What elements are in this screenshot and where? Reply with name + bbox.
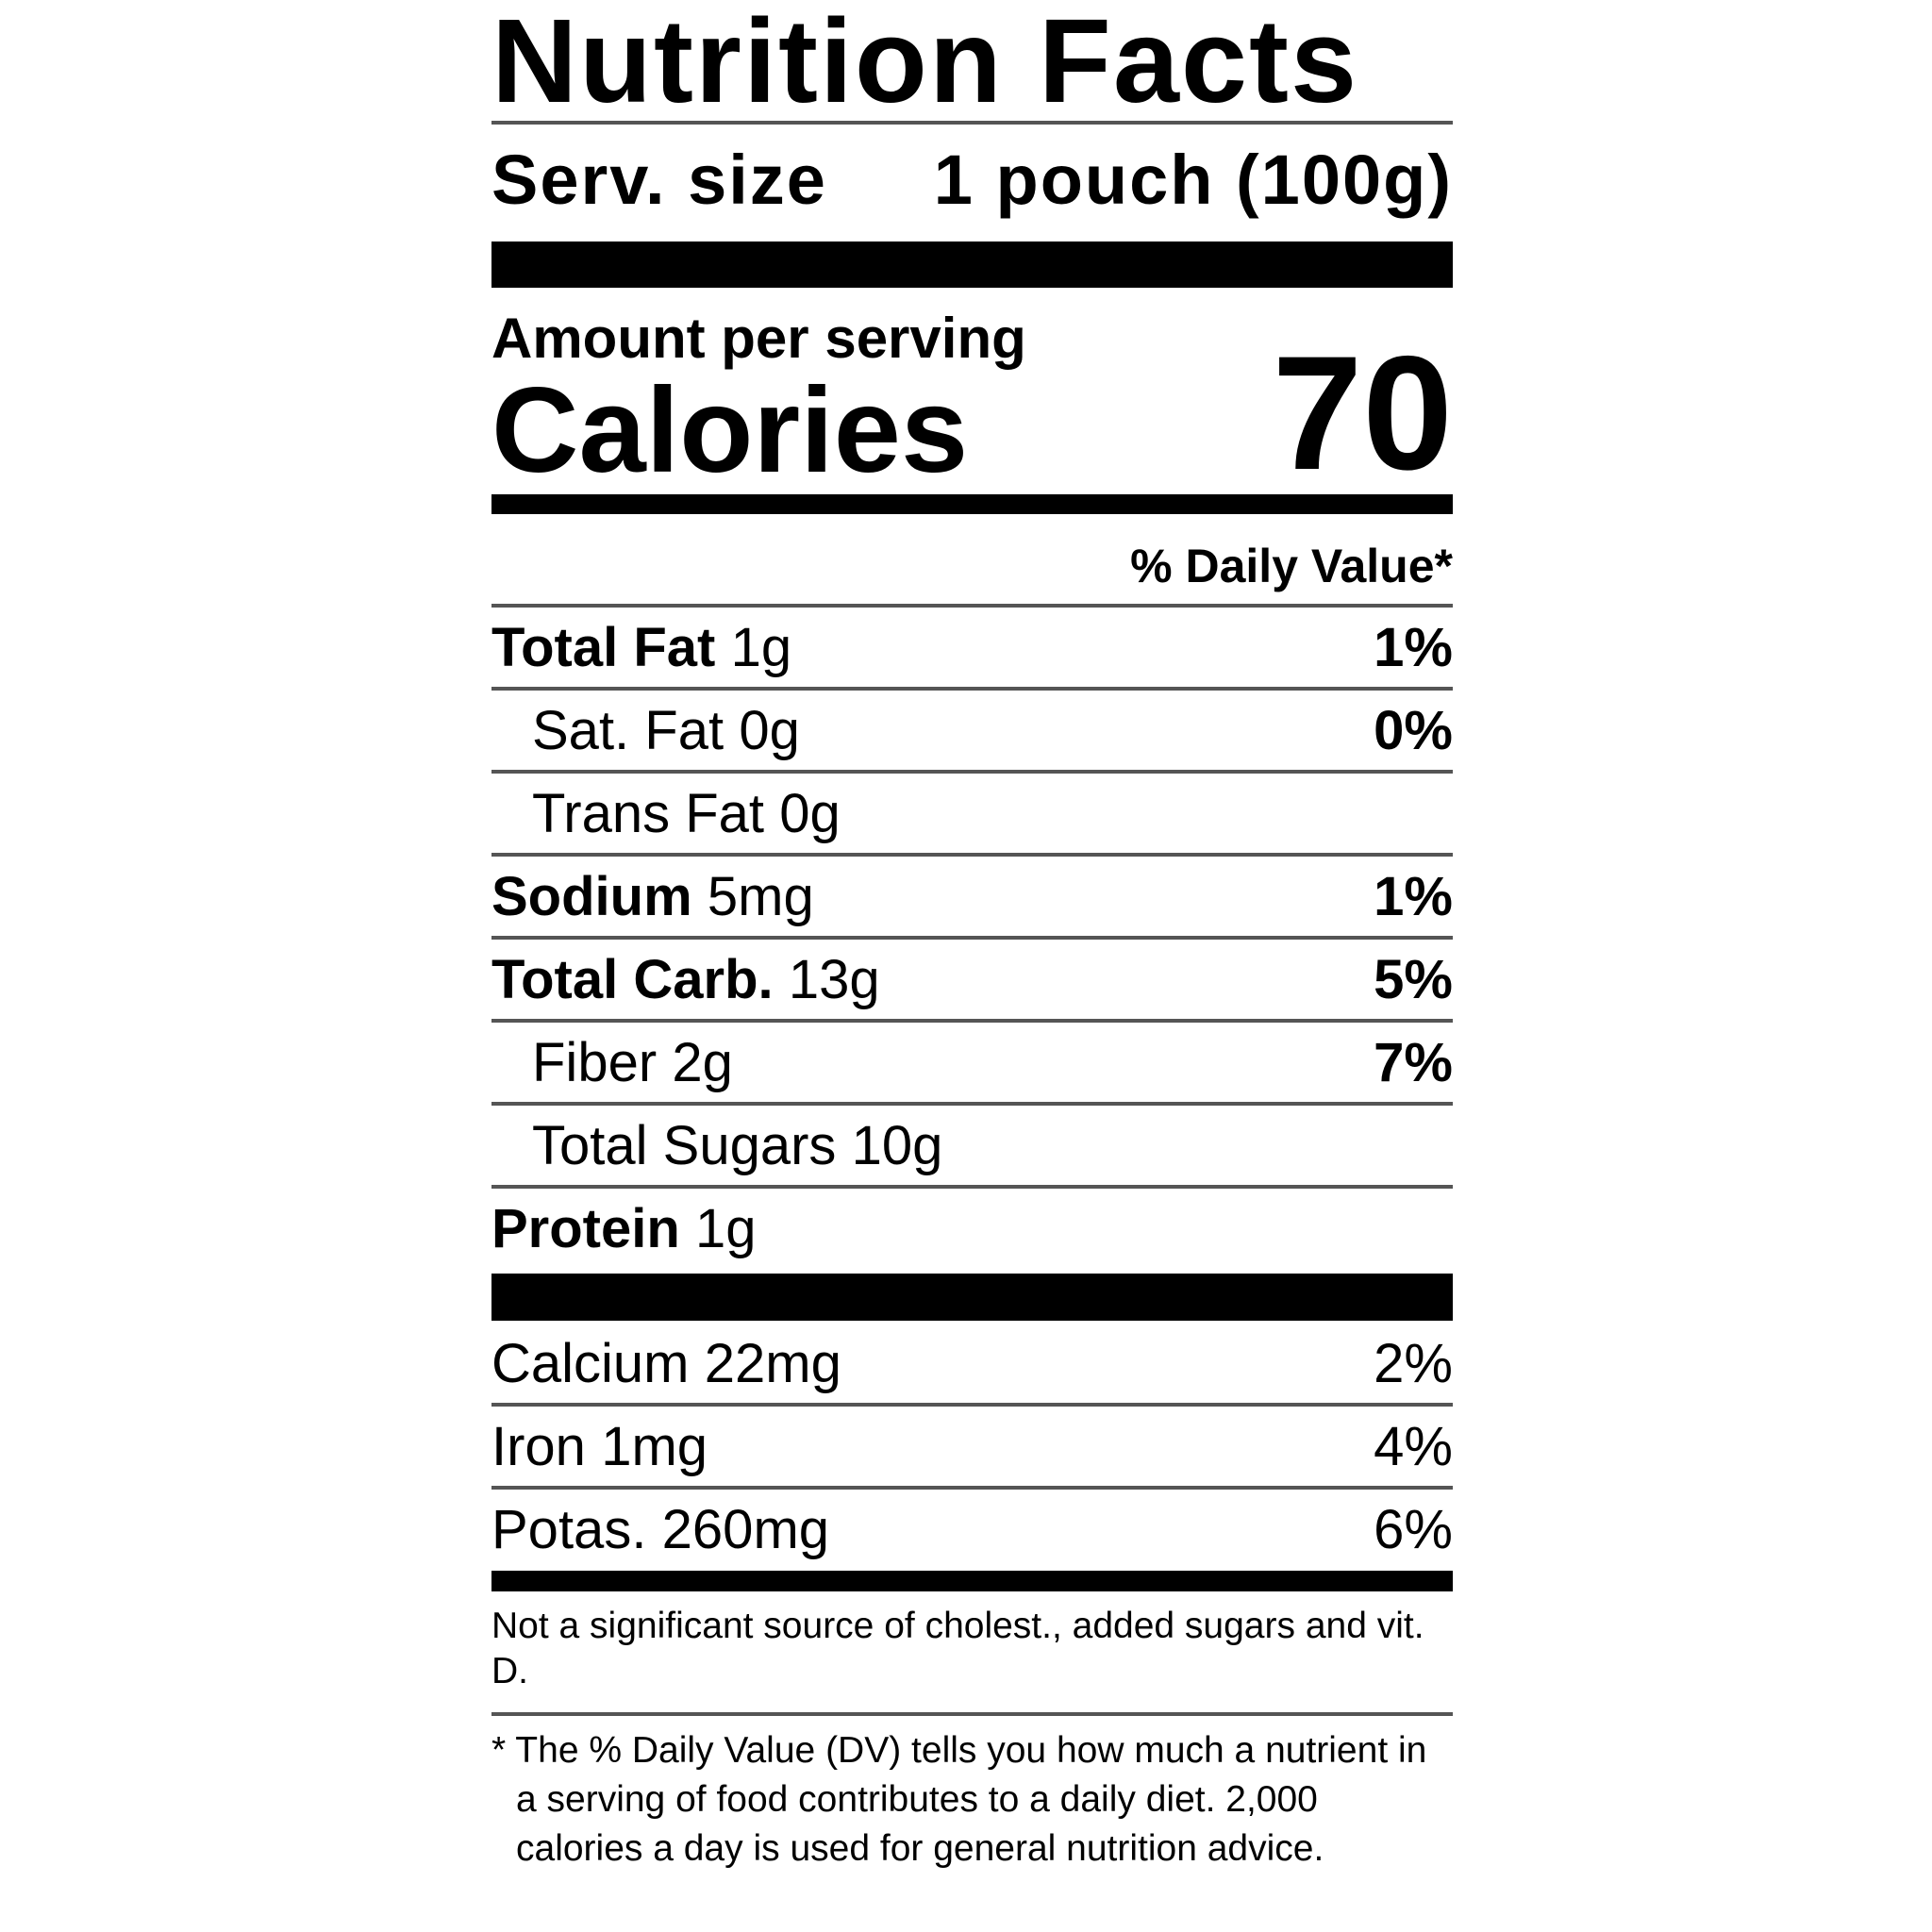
nutrient-amount: 10g	[851, 1114, 943, 1176]
medium-bar	[491, 1571, 1453, 1591]
footnote: * The % Daily Value (DV) tells you how m…	[491, 1730, 1427, 1869]
nutrient-amount: 1g	[730, 616, 792, 678]
rule	[491, 1102, 1453, 1106]
title: Nutrition Facts	[491, 0, 1359, 127]
nutrient-row: Total Carb. 13g 5%	[491, 938, 1453, 1021]
nutrient-text: Trans Fat 0g	[491, 782, 841, 845]
serving-size: 1 pouch (100g)	[933, 141, 1453, 219]
spacer	[680, 1197, 695, 1260]
daily-value: 6%	[1374, 1498, 1453, 1560]
nutrient-text: Total Fat 1g	[491, 616, 791, 679]
nutrient-row: Trans Fat 0g	[491, 772, 1453, 855]
nutrient-name: Sodium	[491, 865, 692, 927]
rule	[491, 1403, 1453, 1407]
nutrient-amount: 13g	[788, 948, 880, 1010]
nutrient-row: Fiber 2g 7%	[491, 1021, 1453, 1104]
nutrient-name: Potas.	[491, 1498, 647, 1560]
nutrient-row: Protein 1g	[491, 1187, 1453, 1270]
thick-bar	[491, 1274, 1453, 1321]
nutrient-name: Calcium	[491, 1332, 690, 1394]
rule	[491, 121, 1453, 125]
daily-value: 1%	[1374, 616, 1453, 678]
nutrient-text: Sodium 5mg	[491, 865, 814, 928]
thick-bar	[491, 242, 1453, 288]
spacer	[836, 1114, 851, 1177]
spacer	[774, 948, 789, 1011]
nutrient-name: Total Carb.	[491, 948, 774, 1010]
spacer	[764, 782, 779, 845]
nutrient-name: Protein	[491, 1197, 680, 1259]
calories-value: 70	[1272, 323, 1453, 504]
rule	[491, 1019, 1453, 1023]
nutrient-text: Total Carb. 13g	[491, 948, 880, 1011]
nutrient-amount: 0g	[739, 699, 800, 761]
nutrient-text: Sat. Fat 0g	[491, 699, 800, 762]
nutrient-name: Sat. Fat	[532, 699, 724, 761]
rule	[491, 1185, 1453, 1189]
nutrient-name: Total Fat	[491, 616, 716, 678]
nutrient-row: Sodium 5mg 1%	[491, 855, 1453, 938]
daily-value: 7%	[1374, 1031, 1453, 1093]
nutrient-text: Calcium 22mg	[491, 1332, 841, 1395]
daily-value: 4%	[1374, 1415, 1453, 1477]
medium-bar	[491, 494, 1453, 514]
nutrient-amount: 1g	[695, 1197, 757, 1259]
nutrient-row: Calcium 22mg 2%	[491, 1322, 1453, 1405]
rule	[491, 604, 1453, 608]
daily-value-header: % Daily Value*	[1130, 540, 1453, 592]
nutrient-text: Fiber 2g	[491, 1031, 733, 1094]
daily-value: 1%	[1374, 865, 1453, 927]
rule	[491, 853, 1453, 857]
spacer	[692, 865, 708, 928]
daily-value: 0%	[1374, 699, 1453, 761]
nutrient-row: Total Sugars 10g	[491, 1104, 1453, 1187]
nutrient-amount: 5mg	[707, 865, 814, 927]
nutrient-text: Potas. 260mg	[491, 1498, 829, 1561]
amount-label: Amount per serving	[491, 307, 1026, 370]
nutrient-row: Potas. 260mg 6%	[491, 1488, 1453, 1571]
rule	[491, 687, 1453, 691]
nutrient-amount: 1mg	[601, 1415, 708, 1477]
nutrient-text: Iron 1mg	[491, 1415, 708, 1478]
nutrient-amount: 260mg	[661, 1498, 830, 1560]
spacer	[724, 699, 739, 762]
daily-value: 5%	[1374, 948, 1453, 1010]
nutrient-text: Total Sugars 10g	[491, 1114, 942, 1177]
nutrient-text: Protein 1g	[491, 1197, 757, 1260]
rule	[491, 1712, 1453, 1716]
spacer	[715, 616, 730, 679]
rule	[491, 1486, 1453, 1490]
nutrient-name: Trans Fat	[532, 782, 765, 844]
rule	[491, 770, 1453, 774]
nutrient-row: Total Fat 1g 1%	[491, 606, 1453, 689]
spacer	[646, 1498, 661, 1561]
nutrient-name: Iron	[491, 1415, 586, 1477]
nutrient-amount: 0g	[779, 782, 841, 844]
serving-size-label: Serv. size	[491, 141, 827, 219]
footnote: Not a significant source of cholest., ad…	[491, 1606, 1424, 1691]
spacer	[690, 1332, 705, 1395]
spacer	[657, 1031, 672, 1094]
nutrient-name: Total Sugars	[532, 1114, 837, 1176]
spacer	[586, 1415, 601, 1478]
nutrient-amount: 22mg	[704, 1332, 841, 1394]
nutrient-row: Iron 1mg 4%	[491, 1405, 1453, 1488]
nutrient-name: Fiber	[532, 1031, 658, 1093]
daily-value: 2%	[1374, 1332, 1453, 1394]
nutrient-amount: 2g	[672, 1031, 733, 1093]
nutrient-row: Sat. Fat 0g 0%	[491, 689, 1453, 772]
rule	[491, 936, 1453, 940]
calories-label: Calories	[491, 363, 969, 498]
